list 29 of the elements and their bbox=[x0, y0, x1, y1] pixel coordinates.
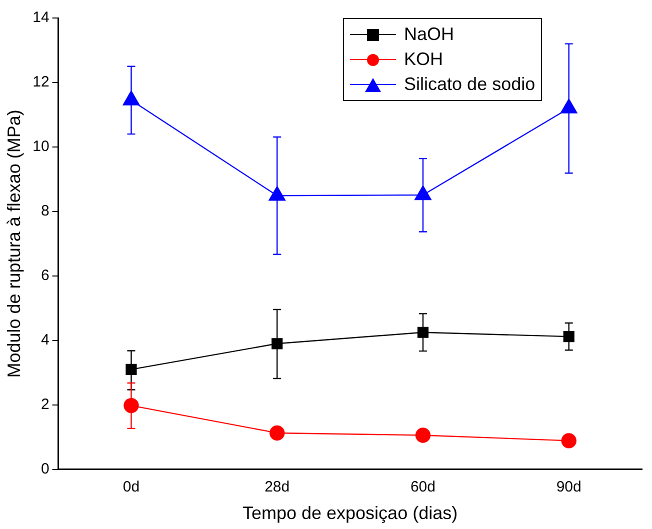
y-tick-label: 2 bbox=[40, 396, 50, 414]
legend-label: KOH bbox=[404, 48, 444, 71]
x-tick-label: 0d bbox=[122, 478, 140, 496]
point bbox=[126, 364, 137, 375]
legend-label: NaOH bbox=[404, 23, 454, 46]
y-tick-label: 12 bbox=[32, 74, 50, 91]
point bbox=[415, 428, 431, 443]
x-axis-title: Tempo de exposiçao (dias) bbox=[242, 503, 458, 524]
point bbox=[560, 98, 578, 114]
x-tick-label: 28d bbox=[264, 478, 290, 496]
point bbox=[270, 425, 285, 441]
y-tick-label: 10 bbox=[32, 138, 50, 156]
x-tick-label: 90d bbox=[556, 478, 582, 496]
point bbox=[414, 185, 432, 200]
point bbox=[563, 331, 574, 342]
point bbox=[417, 326, 429, 338]
legend-label: Silicato de sodio bbox=[404, 73, 536, 96]
y-axis-title: Modulo de ruptura à flexao (MPa) bbox=[4, 110, 24, 378]
point bbox=[561, 433, 576, 448]
x-tick-label: 60d bbox=[410, 478, 436, 496]
y-tick-label: 8 bbox=[40, 202, 50, 220]
point bbox=[268, 186, 286, 201]
y-tick-label: 14 bbox=[32, 9, 50, 26]
y-tick-label: 0 bbox=[40, 460, 50, 478]
y-tick-label: 6 bbox=[40, 267, 50, 284]
point bbox=[124, 398, 139, 414]
point bbox=[122, 90, 140, 106]
y-tick-label: 4 bbox=[40, 332, 50, 349]
point bbox=[272, 338, 283, 350]
